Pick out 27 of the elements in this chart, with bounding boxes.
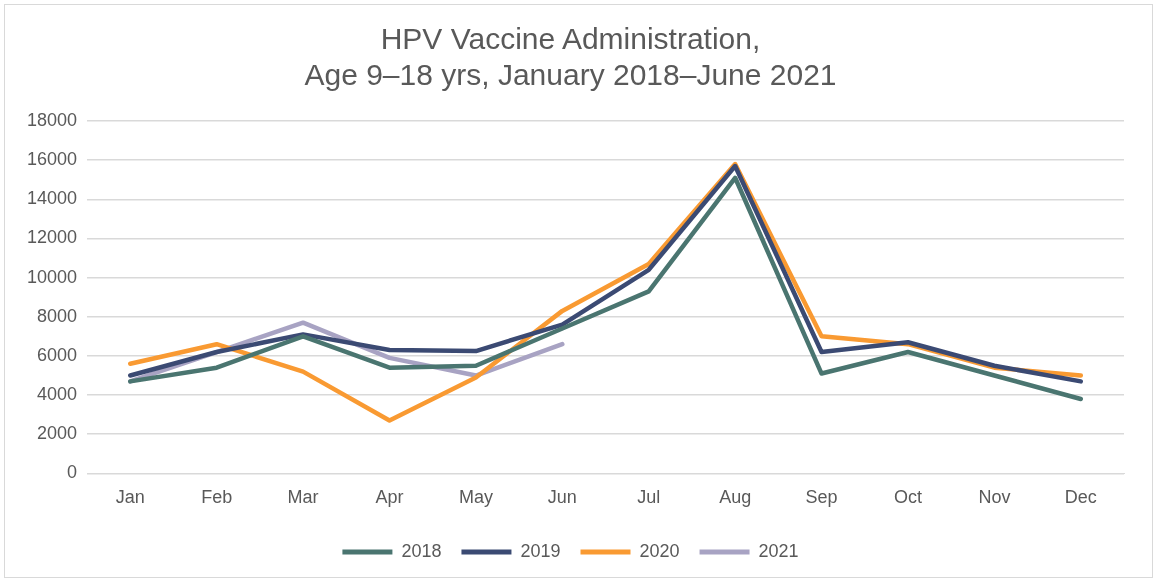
y-tick-label: 18000 bbox=[26, 109, 78, 130]
legend-label: 2019 bbox=[520, 540, 561, 561]
x-tick-label: Feb bbox=[201, 487, 233, 508]
x-tick-label: Mar bbox=[287, 487, 319, 508]
y-tick-label: 6000 bbox=[37, 344, 78, 365]
legend-label: 2018 bbox=[401, 540, 442, 561]
x-tick-label: Apr bbox=[375, 487, 404, 508]
x-tick-label: Jun bbox=[547, 487, 577, 508]
y-tick-label: 2000 bbox=[37, 423, 78, 444]
x-tick-label: Aug bbox=[719, 487, 752, 508]
x-tick-label: Oct bbox=[893, 487, 922, 508]
legend-label: 2020 bbox=[639, 540, 680, 561]
y-tick-label: 4000 bbox=[37, 384, 78, 405]
x-tick-label: Sep bbox=[805, 487, 838, 508]
legend-label: 2021 bbox=[758, 540, 799, 561]
x-tick-label: Dec bbox=[1064, 487, 1097, 508]
y-tick-label: 0 bbox=[67, 462, 78, 483]
y-tick-label: 8000 bbox=[37, 305, 78, 326]
x-tick-label: Jul bbox=[637, 487, 661, 508]
y-tick-label: 10000 bbox=[26, 266, 78, 287]
y-tick-label: 14000 bbox=[26, 188, 78, 209]
x-tick-label: May bbox=[458, 487, 493, 508]
y-tick-label: 16000 bbox=[26, 149, 78, 170]
chart-title: HPV Vaccine Administration, Age 9–18 yrs, January 2018–June 2021 bbox=[304, 22, 837, 92]
x-tick-label: Nov bbox=[978, 487, 1011, 508]
x-tick-label: Jan bbox=[115, 487, 145, 508]
y-tick-label: 12000 bbox=[26, 227, 78, 248]
